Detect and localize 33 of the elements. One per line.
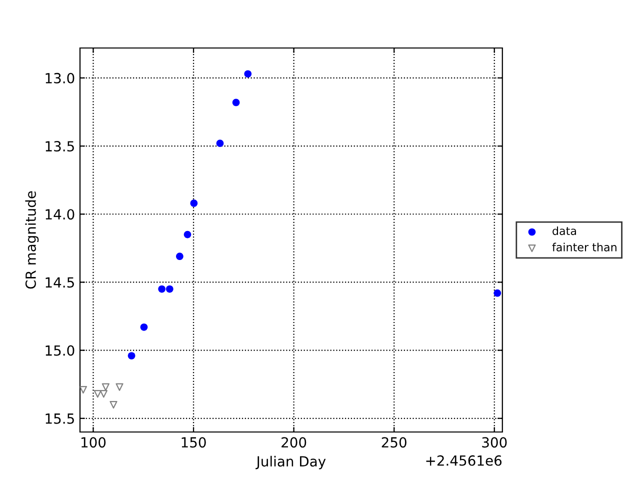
x-tick-label: 300 <box>482 437 507 448</box>
x-tick-label: 150 <box>182 437 206 448</box>
y-tick-label: 15.0 <box>46 345 74 356</box>
point <box>190 200 198 207</box>
y-tick-label: 15.5 <box>46 414 74 424</box>
point <box>128 352 136 360</box>
x-tick-label: 250 <box>382 437 406 448</box>
y-tick-label: 13.5 <box>46 141 74 152</box>
point <box>80 386 88 394</box>
point <box>94 390 102 398</box>
point <box>494 289 502 297</box>
point <box>100 390 108 398</box>
y-tick-label: 13.0 <box>46 72 74 84</box>
legend-label: fainter than <box>552 242 616 252</box>
legend-label: data <box>552 226 576 236</box>
y-tick-label: 14.0 <box>46 209 74 220</box>
point <box>232 98 240 106</box>
point <box>158 285 166 293</box>
x-axis-title: Julian Day <box>256 456 326 470</box>
y-tick-label: 14.5 <box>46 277 74 288</box>
point <box>244 70 252 78</box>
point <box>110 400 118 409</box>
text: +2.4561e6 <box>426 455 502 466</box>
x-tick-label: 100 <box>82 437 106 448</box>
point <box>102 383 110 391</box>
y-axis-title: CR magnitude <box>25 191 39 289</box>
x-tick-label: 200 <box>282 437 306 448</box>
point <box>216 140 224 147</box>
point <box>116 383 124 391</box>
point <box>184 230 192 238</box>
point <box>140 323 148 331</box>
point <box>166 285 174 293</box>
point <box>176 252 184 260</box>
